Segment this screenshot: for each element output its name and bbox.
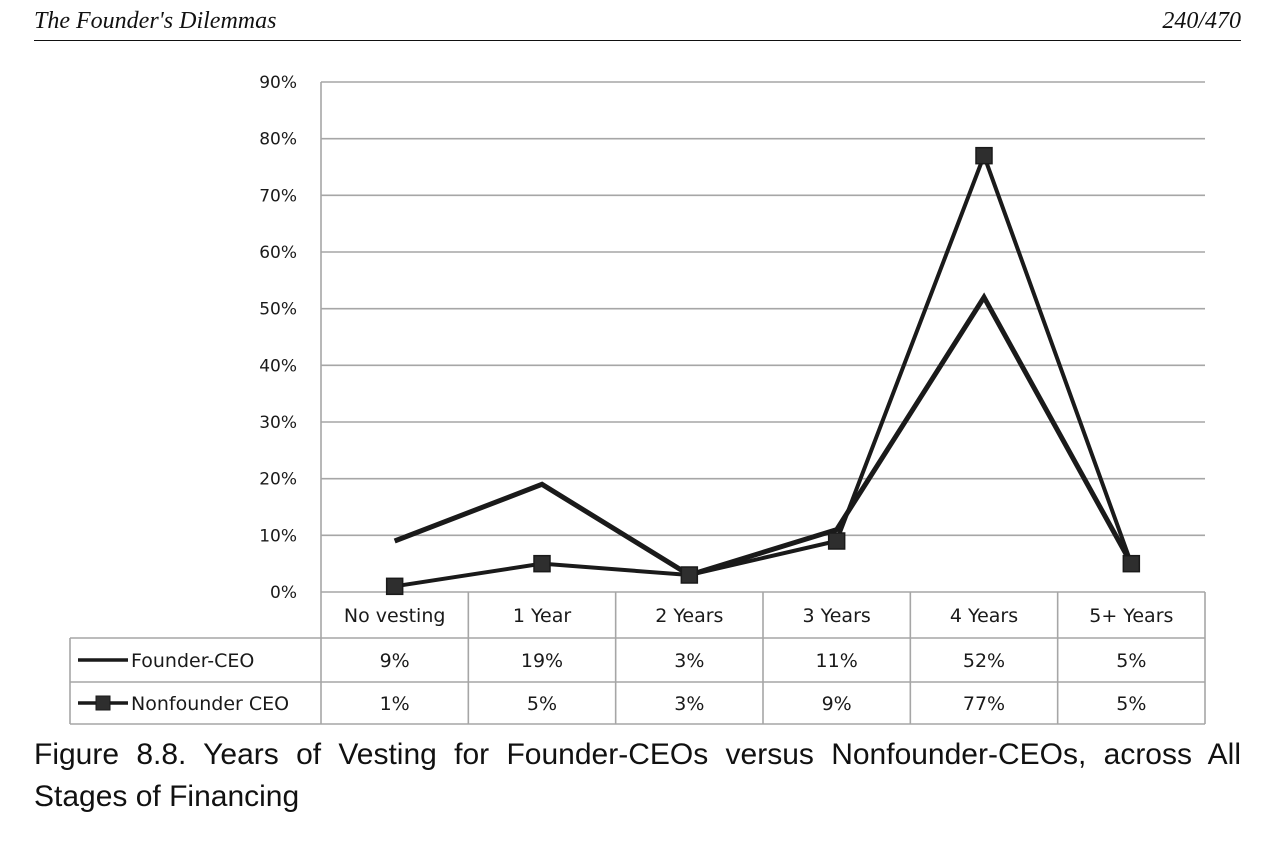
data-point-marker bbox=[680, 566, 699, 584]
data-cell-label: 9% bbox=[822, 693, 852, 715]
y-tick-label: 20% bbox=[259, 470, 297, 490]
data-cell-label: 52% bbox=[963, 650, 1005, 672]
data-point-marker bbox=[1122, 554, 1141, 573]
legend-label: Founder-CEO bbox=[131, 650, 254, 672]
data-cell-label: 11% bbox=[816, 650, 858, 672]
series-line-nonfounder bbox=[394, 149, 1134, 589]
data-cell-label: 19% bbox=[521, 650, 563, 672]
data-cell-label: 1% bbox=[380, 693, 410, 715]
y-tick-label: 50% bbox=[259, 300, 297, 320]
data-cell-label: 5% bbox=[1116, 693, 1146, 715]
data-cell-label: 9% bbox=[380, 650, 410, 672]
book-title: The Founder's Dilemmas bbox=[34, 8, 277, 34]
series-line-founder bbox=[393, 292, 1134, 578]
y-tick-label: 70% bbox=[259, 186, 297, 206]
y-tick-label: 10% bbox=[259, 526, 297, 546]
running-header: The Founder's Dilemmas 240/470 bbox=[34, 8, 1241, 41]
figure-caption: Figure 8.8. Years of Vesting for Founder… bbox=[34, 738, 1241, 813]
category-label: 5+ Years bbox=[1089, 605, 1173, 627]
legend-marker-key bbox=[95, 695, 111, 711]
category-label: 1 Year bbox=[513, 605, 572, 627]
legend-label: Nonfounder CEO bbox=[131, 693, 289, 715]
y-tick-label: 30% bbox=[259, 413, 297, 433]
page-number: 240/470 bbox=[1162, 8, 1241, 34]
y-tick-label: 0% bbox=[270, 583, 297, 603]
data-cell-label: 3% bbox=[674, 650, 704, 672]
data-point-marker bbox=[827, 532, 846, 550]
data-point-marker bbox=[975, 146, 993, 165]
y-tick-label: 40% bbox=[259, 356, 297, 376]
data-cell-label: 77% bbox=[963, 693, 1005, 715]
category-label: No vesting bbox=[344, 605, 446, 627]
data-cell-label: 5% bbox=[1116, 650, 1146, 672]
category-label: 2 Years bbox=[655, 605, 723, 627]
y-tick-label: 90% bbox=[259, 73, 297, 93]
data-cell-label: 3% bbox=[674, 693, 704, 715]
vesting-line-chart: 0% 10% 20% 30% 40% 50% 60% 70% 80% 90% No vesting 1… bbox=[69, 73, 1206, 725]
data-point-marker bbox=[385, 577, 404, 596]
category-label: 4 Years bbox=[950, 605, 1018, 627]
y-tick-label: 60% bbox=[259, 243, 297, 263]
y-tick-label: 80% bbox=[259, 130, 297, 150]
category-label: 3 Years bbox=[803, 605, 871, 627]
data-point-marker bbox=[533, 554, 551, 573]
data-cell-label: 5% bbox=[527, 693, 557, 715]
